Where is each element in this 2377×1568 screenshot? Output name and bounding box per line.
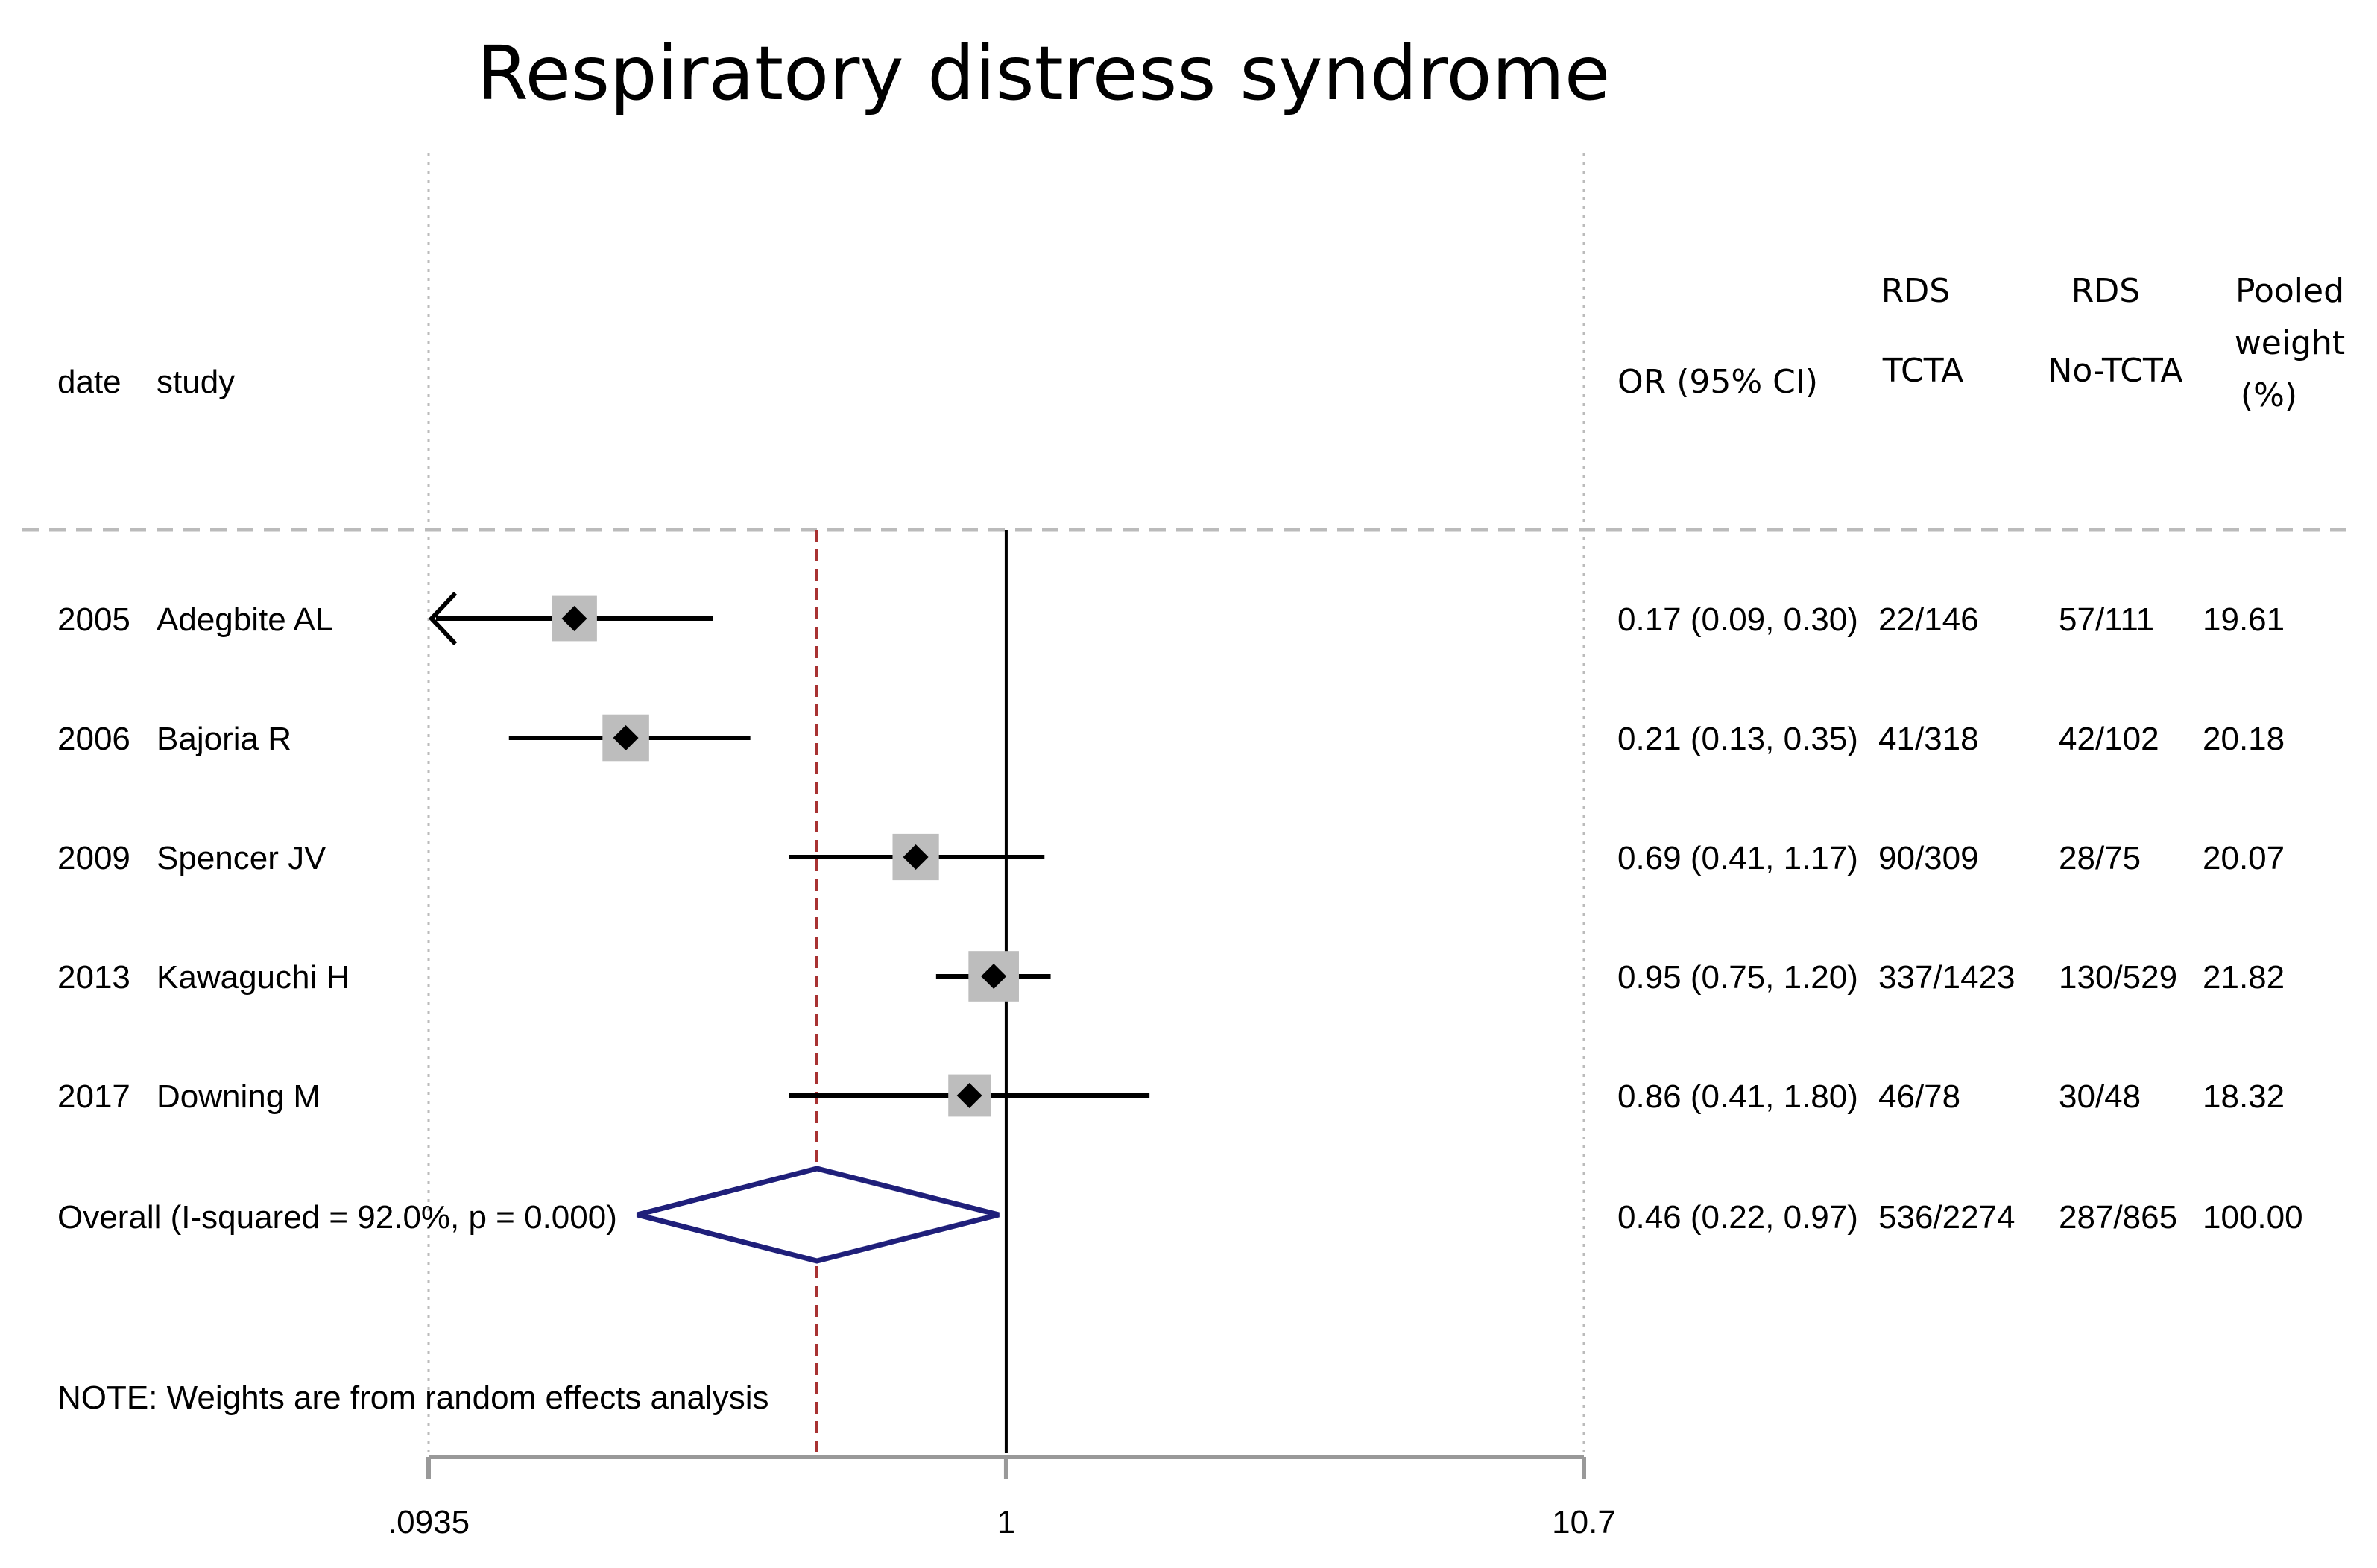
study-notcta: 57/111: [2059, 601, 2154, 638]
point-estimate: [956, 1083, 982, 1108]
study-tcta: 90/309: [1878, 840, 1979, 876]
study-rows: 2005 Adegbite AL 0.17 (0.09, 0.30) 22/146 57…: [57, 591, 2285, 1117]
x-tick-label: .0935: [388, 1504, 470, 1540]
x-axis-ticks: .0935 1 10.7: [388, 1457, 1616, 1540]
study-date: 2009: [57, 840, 130, 876]
study-notcta: 28/75: [2059, 840, 2141, 876]
study-weight: 18.32: [2203, 1078, 2285, 1115]
study-name: Downing M: [157, 1078, 321, 1115]
study-date: 2017: [57, 1078, 130, 1115]
header-tcta-line2: TCTA: [1882, 352, 1964, 390]
study-or-text: 0.17 (0.09, 0.30): [1617, 601, 1858, 638]
header-tcta-line1: RDS: [1881, 272, 1950, 310]
note-text: NOTE: Weights are from random effects an…: [57, 1379, 769, 1416]
overall-tcta: 536/2274: [1878, 1199, 2015, 1236]
header-date: date: [57, 364, 121, 400]
x-tick-label: 10.7: [1552, 1504, 1616, 1540]
study-notcta: 30/48: [2059, 1078, 2141, 1115]
study-name: Spencer JV: [157, 840, 326, 876]
point-estimate: [903, 844, 929, 870]
chart-title: Respiratory distress syndrome: [477, 30, 1611, 117]
study-date: 2005: [57, 601, 130, 638]
study-weight: 21.82: [2203, 959, 2285, 996]
point-estimate: [981, 964, 1007, 989]
overall-or-text: 0.46 (0.22, 0.97): [1617, 1199, 1858, 1236]
study-name: Adegbite AL: [157, 601, 333, 638]
x-tick-label: 1: [997, 1504, 1015, 1540]
header-weight-line3: (%): [2241, 376, 2297, 414]
overall-label: Overall (I-squared = 92.0%, p = 0.000): [57, 1199, 617, 1236]
point-estimate: [613, 725, 639, 750]
study-or-text: 0.69 (0.41, 1.17): [1617, 840, 1858, 876]
study-notcta: 130/529: [2059, 959, 2177, 996]
study-tcta: 41/318: [1878, 721, 1979, 757]
study-or-text: 0.86 (0.41, 1.80): [1617, 1078, 1858, 1115]
point-estimate: [561, 606, 587, 631]
study-or-text: 0.95 (0.75, 1.20): [1617, 959, 1858, 996]
study-tcta: 46/78: [1878, 1078, 1960, 1115]
header-or: OR (95% CI): [1617, 363, 1818, 401]
study-date: 2013: [57, 959, 130, 996]
study-weight: 20.18: [2203, 721, 2285, 757]
study-or-text: 0.21 (0.13, 0.35): [1617, 721, 1858, 757]
study-weight: 20.07: [2203, 840, 2285, 876]
header-weight-line1: Pooled: [2235, 272, 2344, 310]
study-tcta: 337/1423: [1878, 959, 2015, 996]
study-name: Kawaguchi H: [157, 959, 350, 996]
study-date: 2006: [57, 721, 130, 757]
header-study: study: [157, 364, 235, 400]
header-notcta-line1: RDS: [2071, 272, 2140, 310]
ci-arrow-left: [428, 591, 458, 646]
header-weight-line2: weight: [2235, 324, 2345, 362]
overall-weight: 100.00: [2203, 1199, 2303, 1236]
study-notcta: 42/102: [2059, 721, 2159, 757]
study-weight: 19.61: [2203, 601, 2285, 638]
overall-diamond: [636, 1166, 1000, 1264]
header-notcta-line2: No-TCTA: [2048, 352, 2182, 390]
study-name: Bajoria R: [157, 721, 291, 757]
overall-notcta: 287/865: [2059, 1199, 2177, 1236]
study-tcta: 22/146: [1878, 601, 1979, 638]
